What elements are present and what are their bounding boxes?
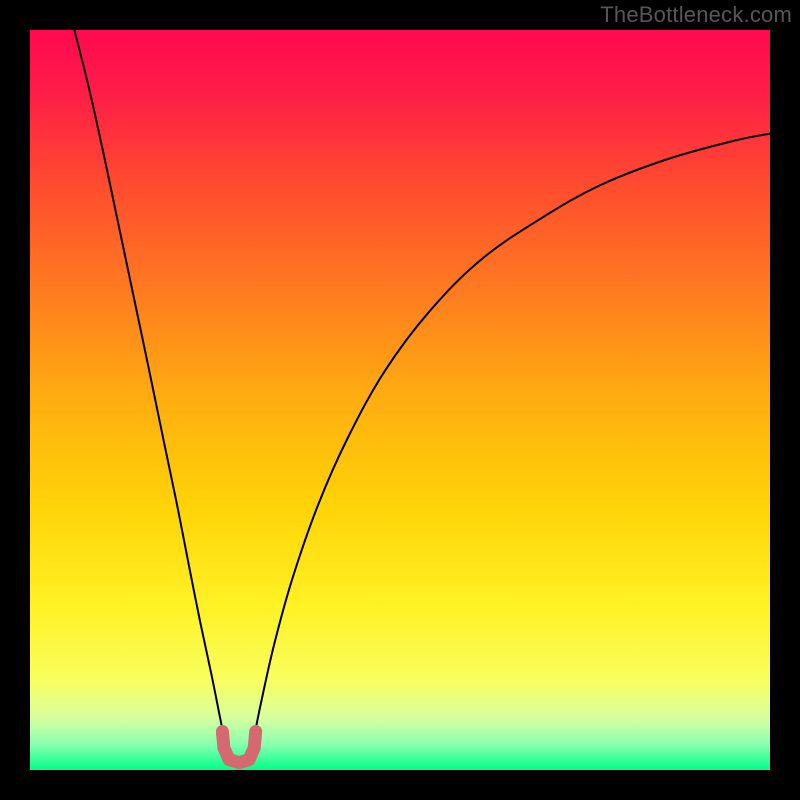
gradient-plot-area [30,30,770,770]
watermark-label: TheBottleneck.com [600,2,792,28]
chart-container: TheBottleneck.com [0,0,800,800]
bottleneck-curve-chart [0,0,800,800]
